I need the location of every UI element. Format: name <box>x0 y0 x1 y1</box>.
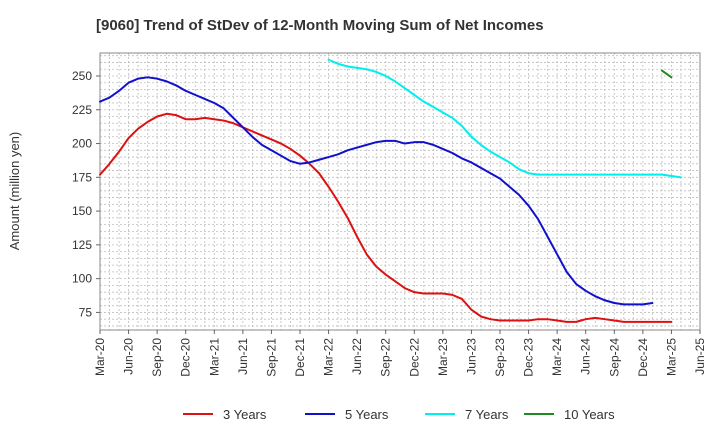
x-tick-label: Dec-24 <box>636 338 650 377</box>
y-tick-label: 75 <box>79 305 93 319</box>
x-tick-label: Jun-23 <box>464 338 478 375</box>
x-tick-label: Sep-21 <box>264 338 278 377</box>
x-tick-label: Dec-21 <box>293 338 307 377</box>
x-tick-label: Jun-24 <box>579 338 593 375</box>
series-line-10-years <box>660 69 673 79</box>
x-tick-label: Jun-22 <box>350 338 364 375</box>
x-tick-label: Sep-23 <box>493 338 507 377</box>
legend-label-3-years: 3 Years <box>223 407 267 422</box>
x-tick-label: Mar-21 <box>207 338 221 376</box>
grid <box>100 53 700 330</box>
x-tick-label: Mar-20 <box>93 338 107 376</box>
series-line-7-years <box>327 58 682 179</box>
x-tick-label: Sep-20 <box>150 338 164 377</box>
y-tick-label: 100 <box>72 272 92 286</box>
legend-label-7-years: 7 Years <box>465 407 509 422</box>
x-tick-label: Jun-20 <box>122 338 136 375</box>
x-tick-label: Sep-24 <box>607 338 621 377</box>
x-tick-label: Jun-25 <box>693 338 707 375</box>
y-axis: 75 100 125 150 175 200 225 250 <box>72 69 100 319</box>
x-tick-label: Mar-22 <box>322 338 336 376</box>
series-lines <box>99 58 682 323</box>
legend-label-10-years: 10 Years <box>564 407 615 422</box>
y-axis-label: Amount (million yen) <box>7 132 22 251</box>
y-tick-label: 225 <box>72 103 92 117</box>
x-tick-label: Dec-20 <box>179 338 193 377</box>
y-tick-label: 125 <box>72 238 92 252</box>
legend-label-5-years: 5 Years <box>345 407 389 422</box>
x-tick-label: Dec-23 <box>522 338 536 377</box>
series-line-5-years <box>99 76 654 306</box>
y-tick-label: 250 <box>72 69 92 83</box>
legend: 3 Years 5 Years 7 Years 10 Years <box>183 407 615 422</box>
chart-title: [9060] Trend of StDev of 12-Month Moving… <box>96 17 544 34</box>
y-tick-label: 200 <box>72 137 92 151</box>
x-tick-label: Mar-25 <box>664 338 678 376</box>
x-tick-label: Sep-22 <box>379 338 393 377</box>
x-tick-label: Dec-22 <box>407 338 421 377</box>
y-tick-label: 175 <box>72 170 92 184</box>
series-line-3-years <box>99 112 673 323</box>
x-tick-label: Mar-24 <box>550 338 564 376</box>
plot-area <box>99 52 701 331</box>
x-tick-label: Jun-21 <box>236 338 250 375</box>
x-axis: Mar-20 Jun-20 Sep-20 Dec-20 Mar-21 Jun-21 Sep-… <box>93 330 707 377</box>
y-tick-label: 150 <box>72 204 92 218</box>
x-tick-label: Mar-23 <box>436 338 450 376</box>
